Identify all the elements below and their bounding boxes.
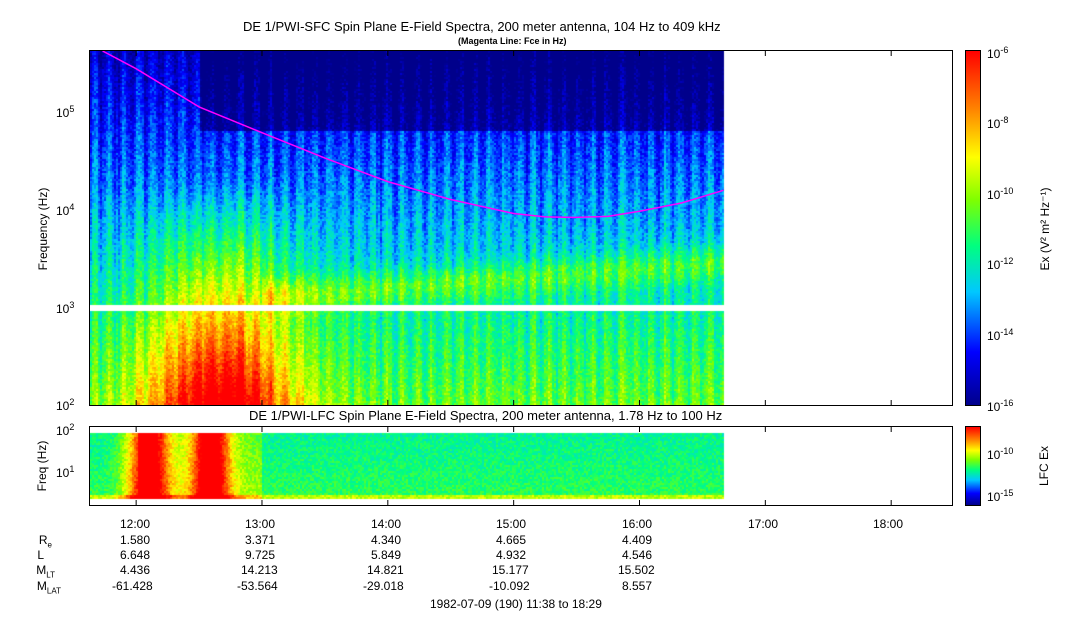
eph-value: 9.725 <box>245 548 276 562</box>
eph-value: 4.340 <box>371 533 402 547</box>
bottom-spectrogram-panel <box>89 426 953 506</box>
bottom-y-axis-label: Freq (Hz) <box>35 440 49 492</box>
top-y-tick-1e3: 103 <box>56 300 75 316</box>
eph-value: 6.648 <box>120 548 151 562</box>
top-y-tick-1e5: 105 <box>56 104 75 120</box>
bottom-y-tick-1e2: 102 <box>56 422 75 438</box>
eph-value: 4.932 <box>496 548 527 562</box>
top-colorbar-tick-1e-10: 10-10 <box>987 186 1014 202</box>
eph-value: 3.371 <box>245 533 276 547</box>
top-spectrogram-overlay <box>102 51 724 219</box>
eph-value: 15.177 <box>492 563 529 577</box>
top-colorbar-tick-1e-16: 10-16 <box>987 398 1014 414</box>
bottom-colorbar-label: LFC Ex <box>1037 446 1051 487</box>
x-tick-1600: 16:00 <box>622 517 653 531</box>
bottom-chart-title: DE 1/PWI-LFC Spin Plane E-Field Spectra,… <box>249 408 723 423</box>
eph-label-re: Re <box>38 533 52 550</box>
bottom-colorbar-tick-1e-10: 10-10 <box>987 446 1014 462</box>
bottom-y-tick-1e1: 101 <box>56 464 75 480</box>
x-tick-1500: 15:00 <box>496 517 527 531</box>
eph-label-mlat: MLAT <box>36 579 61 596</box>
top-y-axis-label: Frequency (Hz) <box>36 187 50 271</box>
top-spectrogram-panel <box>89 50 953 406</box>
eph-value: 4.409 <box>622 533 653 547</box>
top-colorbar-tick-1e-6: 10-6 <box>987 45 1009 61</box>
bottom-spectrogram-canvas <box>90 427 952 505</box>
bottom-colorbar <box>965 426 981 506</box>
bottom-colorbar-tick-1e-15: 10-15 <box>987 488 1014 504</box>
eph-label-mlt: MLT <box>36 563 55 580</box>
eph-value: 4.436 <box>120 563 151 577</box>
x-tick-1200: 12:00 <box>120 517 151 531</box>
top-colorbar-tick-1e-12: 10-12 <box>987 256 1014 272</box>
eph-value: 8.557 <box>622 579 653 593</box>
x-tick-1300: 13:00 <box>245 517 276 531</box>
top-y-tick-1e2: 102 <box>56 397 75 413</box>
top-spectrogram-canvas <box>90 51 952 405</box>
eph-value: -10.092 <box>489 579 530 593</box>
top-chart-subtitle: (Magenta Line: Fce in Hz) <box>458 36 567 46</box>
top-y-tick-1e4: 104 <box>56 202 75 218</box>
top-chart-title: DE 1/PWI-SFC Spin Plane E-Field Spectra,… <box>243 19 721 34</box>
eph-value: 4.665 <box>496 533 527 547</box>
eph-value: 15.502 <box>618 563 655 577</box>
eph-value: -29.018 <box>363 579 404 593</box>
eph-value: -53.564 <box>237 579 278 593</box>
eph-value: 1.580 <box>120 533 151 547</box>
eph-value: -61.428 <box>112 579 153 593</box>
eph-label-l: L <box>37 548 44 562</box>
fce-magenta-line <box>102 51 724 219</box>
eph-value: 5.849 <box>371 548 402 562</box>
eph-value: 14.213 <box>241 563 278 577</box>
top-colorbar-tick-1e-8: 10-8 <box>987 115 1009 131</box>
eph-value: 4.546 <box>622 548 653 562</box>
x-tick-1400: 14:00 <box>371 517 402 531</box>
top-colorbar-label: Ex (V² m² Hz⁻¹) <box>1038 187 1052 271</box>
x-tick-1700: 17:00 <box>748 517 779 531</box>
eph-value: 14.821 <box>367 563 404 577</box>
x-tick-1800: 18:00 <box>873 517 904 531</box>
top-colorbar <box>965 50 981 406</box>
top-colorbar-tick-1e-14: 10-14 <box>987 327 1014 343</box>
footer-time-range: 1982-07-09 (190) 11:38 to 18:29 <box>430 597 602 611</box>
